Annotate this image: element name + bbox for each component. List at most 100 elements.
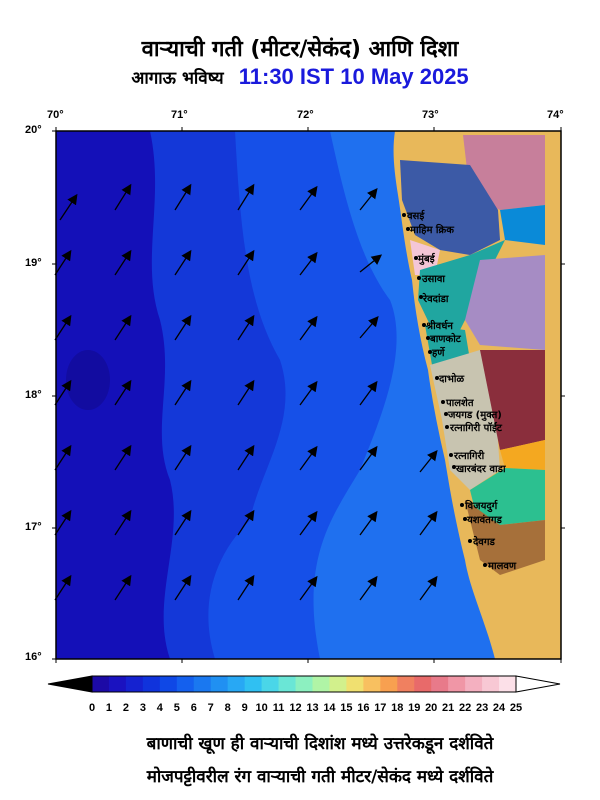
colorbar-swatch: [448, 676, 466, 692]
city-dot: [463, 517, 467, 521]
district-pune: [465, 255, 545, 350]
wind-arrow: [419, 510, 438, 536]
colorbar-tick-label: 3: [139, 702, 146, 714]
colorbar-swatch: [380, 676, 398, 692]
lon-label-70: 70°: [47, 109, 64, 121]
city-dot: [419, 295, 423, 299]
place-label: उसावा: [422, 274, 445, 285]
wind-arrow: [59, 193, 78, 221]
city-dot: [414, 256, 418, 260]
colorbar-tick-label: 11: [272, 702, 285, 714]
colorbar-swatch: [244, 676, 263, 692]
wind-arrow: [237, 379, 255, 406]
city-dot: [449, 453, 453, 457]
place-label: वसई: [407, 211, 425, 222]
colorbar-tick-label: 8: [224, 702, 231, 714]
colorbar-tick-label: 24: [492, 702, 506, 714]
wind-arrow: [114, 574, 132, 601]
wind-arrow: [237, 249, 255, 276]
city-dot: [435, 376, 439, 380]
colorbar-swatch: [431, 676, 449, 692]
wind-arrow: [54, 574, 72, 601]
place-label: पालशेत: [446, 398, 474, 409]
note-arrow: बाणाची खूण ही वाऱ्याची दिशांश मध्ये उत्त…: [146, 734, 494, 754]
lon-label-71: 71°: [171, 109, 188, 121]
wind-arrow: [174, 249, 192, 276]
wind-arrow: [174, 183, 192, 211]
place-label: विजयदुर्ग: [465, 501, 498, 512]
wind-arrow: [114, 444, 132, 471]
wind-arrow: [359, 187, 378, 211]
colorbar-swatch: [295, 676, 313, 692]
colorbar-tick-label: 20: [425, 702, 438, 714]
lat-label-19: 19°: [25, 257, 42, 269]
colorbar-swatch: [176, 676, 195, 692]
lon-label-74: 74°: [547, 109, 564, 121]
wind-arrow: [174, 574, 192, 601]
ocean-dark-patch: [66, 350, 110, 410]
colorbar-swatch: [142, 676, 161, 692]
wind-arrow: [359, 254, 383, 273]
district-raigad-south: [425, 325, 470, 365]
colorbar-tick-label: 15: [340, 702, 353, 714]
lon-label-72: 72°: [297, 109, 314, 121]
wind-arrow: [419, 575, 438, 601]
place-label: जयगड (मुक्त): [448, 410, 502, 421]
wind-arrow: [174, 314, 192, 341]
wind-arrow: [54, 444, 72, 471]
colorbar-swatch: [329, 676, 347, 692]
place-label: माहिम क्रिक: [410, 225, 454, 236]
wind-arrow: [299, 251, 318, 276]
colorbar-swatch: [159, 676, 178, 692]
colorbar-swatch: [397, 676, 415, 692]
colorbar-swatch: [92, 676, 110, 692]
wind-arrow: [114, 249, 132, 276]
city-dot: [402, 213, 406, 217]
colorbar-tick-label: 9: [241, 702, 248, 714]
city-dot: [468, 539, 472, 543]
city-dot: [406, 227, 410, 231]
place-label: रत्नागिरी पॉईंट: [450, 423, 502, 434]
colorbar-tick-label: 23: [475, 702, 489, 714]
wind-arrow: [54, 509, 72, 536]
wind-arrow: [359, 510, 378, 536]
colorbar-swatch: [465, 676, 483, 692]
colorbar-tick-label: 22: [458, 702, 472, 714]
wind-arrow: [419, 449, 438, 473]
colorbar-swatch: [261, 676, 280, 692]
wind-arrow: [114, 183, 132, 211]
wind-arrow: [174, 444, 192, 471]
colorbar-swatch: [278, 676, 297, 692]
colorbar-swatch: [227, 676, 246, 692]
wind-arrow: [237, 314, 255, 341]
note-colors: मोजपट्टीवरील रंग वाऱ्याची गती मीटर/सेकंद…: [146, 767, 494, 787]
colorbar-swatch: [125, 676, 144, 692]
colorbar-tick-label: 0: [88, 702, 96, 714]
city-dot: [445, 425, 449, 429]
lat-label-18: 18°: [25, 389, 42, 401]
colorbar-swatch: [346, 676, 364, 692]
colorbar-tick-label: 21: [442, 702, 455, 714]
wind-arrow: [114, 509, 132, 536]
wind-arrow: [359, 575, 378, 601]
wind-arrow: [237, 574, 255, 601]
place-label: रत्नागिरी: [454, 451, 485, 462]
colorbar-swatch: [108, 676, 127, 692]
place-label: मालवण: [488, 561, 517, 572]
colorbar-tick-label: 25: [509, 702, 523, 714]
colorbar-tick-label: 17: [374, 702, 387, 714]
colorbar-tick-label: 1: [105, 702, 113, 714]
city-dot: [426, 336, 430, 340]
wind-arrow: [359, 316, 379, 339]
place-label: देवगड: [473, 537, 495, 548]
colorbar-swatch: [499, 676, 517, 692]
wind-arrow: [359, 445, 378, 471]
colorbar-swatch: [193, 676, 212, 692]
district-3: [500, 205, 545, 245]
colorbar-tick-label: 12: [289, 702, 302, 714]
colorbar-tick-label: 5: [173, 702, 180, 714]
place-label: यशवंतगड: [467, 515, 502, 526]
place-label: खारबंदर वाडा: [456, 464, 506, 475]
colorbar-tick-label: 2: [122, 702, 129, 714]
